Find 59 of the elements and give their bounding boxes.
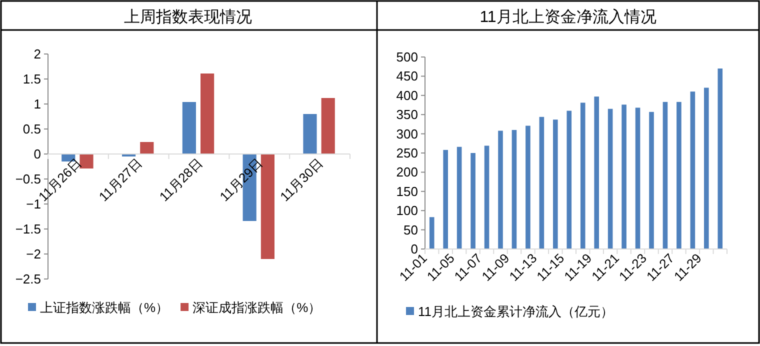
y-tick-label: 150 (396, 184, 418, 199)
y-tick-label: 250 (396, 146, 418, 160)
bar (635, 108, 640, 249)
bar (608, 108, 613, 249)
chart-title: 11月北上资金净流入情况 (480, 8, 656, 26)
y-tick-label: 300 (396, 126, 418, 142)
bar (80, 154, 94, 168)
bar (526, 126, 530, 249)
y-tick-label: 500 (396, 50, 418, 64)
bar (200, 74, 214, 154)
x-tick-label: 11月28日 (156, 156, 206, 204)
y-tick-label: 100 (396, 203, 418, 218)
y-tick-label: −0.5 (15, 172, 41, 186)
bar (140, 142, 154, 154)
chart-title: 上周指数表现情况 (124, 8, 252, 26)
bar (553, 120, 558, 249)
y-tick-label: 200 (396, 164, 418, 180)
bar (260, 154, 274, 259)
bar (718, 68, 723, 249)
y-tick-label: 1.5 (22, 72, 41, 86)
bar (566, 110, 572, 249)
y-tick-label: 450 (396, 68, 418, 84)
bar (662, 102, 668, 249)
bar (443, 150, 448, 249)
bar (303, 114, 317, 154)
y-tick-label: −1.5 (15, 222, 41, 236)
x-tick-label: 11月27日 (96, 156, 145, 204)
bar (594, 96, 599, 249)
legend-label: 11月北上资金累计净流入（亿元） (418, 304, 614, 319)
bar (484, 146, 490, 249)
bar (470, 153, 476, 249)
y-tick-label: 0.5 (22, 122, 41, 136)
bar (539, 116, 544, 249)
y-tick-label: 50 (404, 222, 418, 238)
bar (498, 130, 503, 249)
legend-label: 上证指数涨跌幅（%） (40, 300, 169, 315)
y-tick-label: 400 (396, 88, 418, 103)
bar (622, 104, 626, 249)
y-tick-label: 0 (34, 146, 41, 162)
bar (649, 112, 654, 249)
y-tick-label: 350 (396, 107, 418, 122)
bar (690, 92, 696, 249)
bar (429, 217, 434, 249)
x-tick-label: 11月30日 (277, 156, 326, 204)
bar (580, 102, 586, 249)
y-tick-label: 0 (410, 242, 418, 256)
y-tick-label: 2 (34, 46, 41, 62)
bar (456, 146, 462, 249)
y-tick-label: −1 (26, 196, 41, 212)
bar (704, 88, 709, 249)
bar (676, 102, 682, 249)
y-tick-label: 1 (34, 96, 41, 112)
y-tick-label: −2.5 (15, 272, 41, 286)
bar (182, 102, 196, 154)
bar (321, 98, 335, 154)
y-tick-label: −2 (26, 246, 41, 262)
x-tick-label: 11月29日 (216, 156, 266, 204)
bar (512, 130, 517, 249)
legend-label: 深证成指涨跌幅（%） (192, 300, 322, 315)
